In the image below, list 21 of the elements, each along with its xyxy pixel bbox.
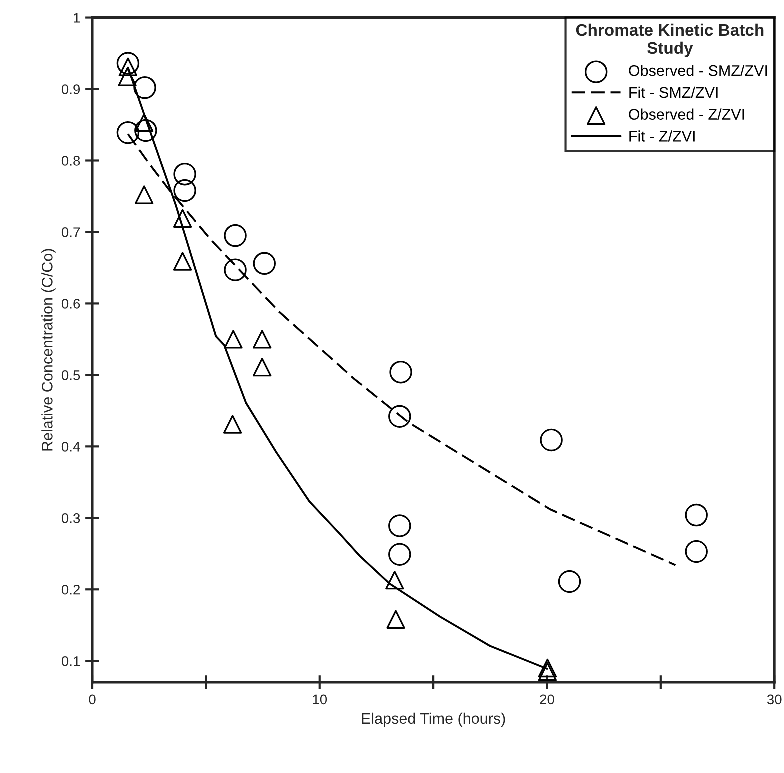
legend-label: Observed - Z/ZVI bbox=[629, 108, 744, 120]
y-tick-label: 0.9 bbox=[62, 84, 80, 94]
legend-title: Chromate Kinetic Batch Study bbox=[576, 24, 764, 58]
y-tick-label: 0.7 bbox=[62, 228, 80, 238]
x-tick-label: 10 bbox=[313, 694, 328, 705]
y-tick-label: 0.6 bbox=[62, 299, 80, 309]
legend-label: Observed - SMZ/ZVI bbox=[629, 65, 768, 76]
x-tick-label: 20 bbox=[540, 694, 554, 705]
y-tick-label: 0.1 bbox=[62, 656, 80, 666]
legend-label: Fit - Z/ZVI bbox=[630, 130, 695, 142]
x-tick-label: 0 bbox=[89, 694, 96, 705]
y-tick-label: 0.2 bbox=[62, 584, 80, 595]
y-axis-title: Relative Concentration (C/Co) bbox=[42, 249, 56, 451]
y-tick-label: 0.3 bbox=[62, 513, 80, 524]
x-tick-label: 30 bbox=[767, 694, 782, 705]
x-axis-title: Elapsed Time (hours) bbox=[362, 712, 506, 728]
y-tick-label: 0.4 bbox=[62, 442, 80, 452]
y-tick-label: 0.8 bbox=[62, 156, 80, 166]
y-tick-label: 0.5 bbox=[62, 370, 80, 380]
legend-label: Fit - SMZ/ZVI bbox=[630, 86, 718, 98]
y-tick-label: 1 bbox=[74, 13, 80, 23]
